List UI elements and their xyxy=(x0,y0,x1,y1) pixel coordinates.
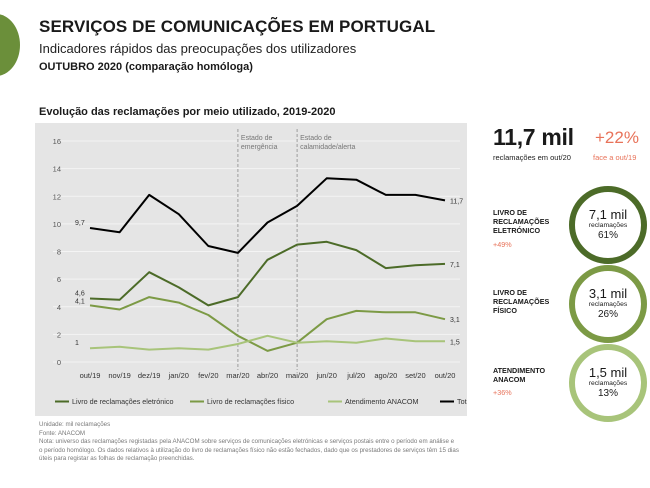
chart-background xyxy=(35,123,467,416)
donut-share: 26% xyxy=(597,309,618,320)
accent-circle xyxy=(0,14,20,76)
y-tick-label: 12 xyxy=(53,192,61,201)
legend-label: Livro de reclamações físico xyxy=(207,397,294,406)
footer-note: Nota: universo das reclamações registada… xyxy=(39,438,459,463)
period-label: OUTUBRO 2020 (comparação homóloga) xyxy=(39,61,253,73)
x-tick-label: jan/20 xyxy=(168,371,189,380)
kpi-total-change: +22% xyxy=(595,128,639,147)
data-label-end: 11,7 xyxy=(450,198,463,205)
page-subtitle: Indicadores rápidos das preocupações dos… xyxy=(39,41,357,56)
legend-label: Atendimento ANACOM xyxy=(345,397,419,406)
legend-label: Livro de reclamações eletrónico xyxy=(72,397,173,406)
x-tick-label: abr/20 xyxy=(257,371,278,380)
donut-fisico: 3,1 mil reclamações 26% xyxy=(569,265,647,343)
y-tick-label: 10 xyxy=(53,220,61,229)
footer: Unidade: mil reclamações Fonte: ANACOM N… xyxy=(39,421,459,464)
data-label-start: 4,6 xyxy=(75,290,85,297)
x-tick-label: jul/20 xyxy=(346,371,365,380)
category-label-anacom: ATENDIMENTO ANACOM xyxy=(493,366,546,384)
x-tick-label: jun/20 xyxy=(315,371,336,380)
annotation-label: emergência xyxy=(241,144,278,151)
donut-eletronico: 7,1 mil reclamações 61% xyxy=(569,186,647,264)
annotation-label: Estado de xyxy=(300,135,332,142)
category-change-eletronico: +49% xyxy=(493,240,512,249)
x-tick-label: nov/19 xyxy=(108,371,131,380)
kpi-total-value: 11,7 mil xyxy=(493,124,574,150)
data-label-start: 9,7 xyxy=(75,220,85,227)
x-tick-label: fev/20 xyxy=(198,371,218,380)
donut-unit: reclamações xyxy=(588,301,628,308)
x-tick-label: out/20 xyxy=(435,371,456,380)
donut-value: 3,1 mil xyxy=(588,286,628,301)
x-tick-label: ago/20 xyxy=(374,371,397,380)
donut-anacom: 1,5 mil reclamações 13% xyxy=(569,344,647,422)
x-tick-label: out/19 xyxy=(80,371,101,380)
category-label-eletronico: LIVRO DE RECLAMAÇÕES ELETRÓNICO xyxy=(493,208,550,235)
donut-unit: reclamações xyxy=(588,380,628,387)
series-line xyxy=(89,240,446,307)
annotation-label: calamidade/alerta xyxy=(300,144,355,151)
y-tick-label: 4 xyxy=(57,303,61,312)
data-label-start: 1 xyxy=(75,340,79,347)
x-tick-label: set/20 xyxy=(405,371,425,380)
chart-title: Evolução das reclamações por meio utiliz… xyxy=(39,106,336,118)
donut-share: 61% xyxy=(597,230,618,241)
page-title: SERVIÇOS DE COMUNICAÇÕES EM PORTUGAL xyxy=(39,17,436,36)
y-tick-label: 14 xyxy=(53,165,61,174)
x-tick-label: mar/20 xyxy=(226,371,249,380)
kpi-total-label: reclamações em out/20 xyxy=(493,153,571,162)
y-tick-label: 8 xyxy=(57,248,61,257)
category-label-fisico: LIVRO DE RECLAMAÇÕES FÍSICO xyxy=(493,288,550,315)
annotation-label: Estado de xyxy=(241,135,273,142)
series-line xyxy=(89,177,446,254)
category-change-anacom: +36% xyxy=(493,388,512,397)
series-line xyxy=(89,296,446,352)
footer-unit: Unidade: mil reclamações xyxy=(39,421,111,428)
legend-label: Total xyxy=(457,397,467,406)
data-label-start: 4,1 xyxy=(75,298,85,305)
y-tick-label: 2 xyxy=(57,330,61,339)
y-tick-label: 16 xyxy=(53,137,61,146)
x-tick-label: dez/19 xyxy=(138,371,161,380)
series-line xyxy=(89,334,445,351)
donut-value: 1,5 mil xyxy=(588,365,628,380)
x-tick-label: mai/20 xyxy=(286,371,309,380)
data-label-end: 3,1 xyxy=(450,317,460,324)
donut-value: 7,1 mil xyxy=(588,207,628,222)
y-tick-label: 6 xyxy=(57,275,61,284)
kpi-change-label: face a out/19 xyxy=(593,153,637,162)
donut-unit: reclamações xyxy=(588,222,628,229)
data-label-end: 7,1 xyxy=(450,262,460,269)
line-chart: 0 2 4 6 8 10 12 14 16 out/19 nov/19 dez/19 jan/20 fev… xyxy=(35,123,467,416)
data-label-end: 1,5 xyxy=(450,339,460,346)
donut-share: 13% xyxy=(597,388,618,399)
footer-source: Fonte: ANACOM xyxy=(39,429,86,437)
y-tick-label: 0 xyxy=(57,358,61,367)
